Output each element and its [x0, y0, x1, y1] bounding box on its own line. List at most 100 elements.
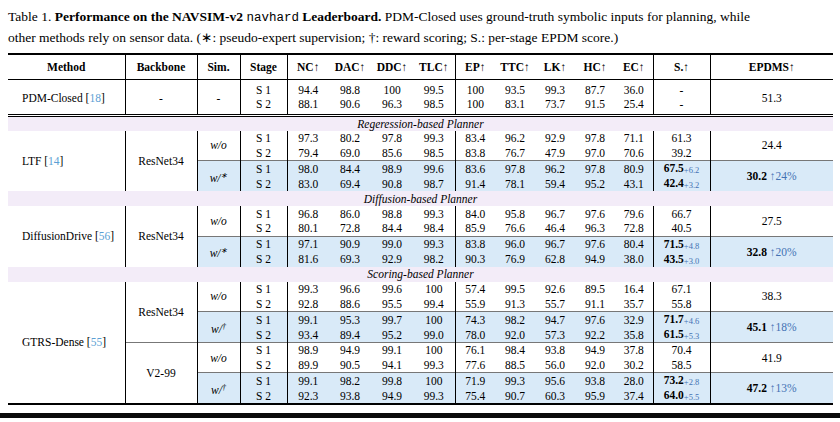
section-banner: Scoring-based Planner [8, 267, 833, 282]
s-score-cell: 64.0+5.5 [653, 388, 710, 404]
metric-value: 57.4 [455, 282, 495, 297]
sim-label: w/o [210, 139, 227, 151]
s-score-cell: 70.4 [653, 343, 710, 358]
metric-value: 99.3 [413, 206, 455, 221]
stage-cell: S 1 [240, 206, 287, 221]
metric-value: 84.4 [371, 221, 413, 236]
citation-link[interactable]: 56 [99, 230, 111, 242]
method-name: LTF [ [22, 155, 48, 167]
epdms-gain: ↑20% [770, 246, 797, 258]
caption-body-line1: PDM-Closed uses ground-truth symbolic in… [385, 9, 750, 24]
metric-value: 43.1 [615, 176, 653, 191]
col-header-s: S.↑ [653, 54, 710, 79]
col-header-hc: HC↑ [575, 54, 615, 79]
citation-link[interactable]: 14 [48, 155, 60, 167]
s-score-cell: 66.7 [653, 206, 710, 221]
metric-value: 59.4 [535, 176, 575, 191]
metric-value: 79.4 [287, 146, 329, 161]
caption-title-mono: navhard [246, 11, 299, 25]
col-header-nc: NC↑ [287, 54, 329, 79]
metric-value: 77.6 [455, 358, 495, 373]
metric-value: 90.5 [329, 358, 371, 373]
col-header-epdms: EPDMS↑ [710, 54, 833, 79]
table-row: GTRS-Dense [55]ResNet34w/oS 199.396.699.… [8, 282, 833, 297]
sim-superscript: † [222, 383, 226, 392]
s-score-delta: +4.8 [684, 241, 699, 251]
method-cell: LTF [14] [8, 131, 125, 192]
metric-value: 98.9 [287, 343, 329, 358]
metric-value: 62.8 [535, 252, 575, 267]
metric-value: 92.9 [371, 252, 413, 267]
col-header-lk: LK↑ [535, 54, 575, 79]
s-score-cell: 58.5 [653, 358, 710, 373]
citation-link[interactable]: 55 [91, 336, 103, 348]
stage-cell: S 1 [240, 343, 287, 358]
metric-value: 99.0 [371, 236, 413, 252]
metric-value: 85.9 [455, 221, 495, 236]
s-score-cell: - [653, 97, 710, 116]
method-cell: GTRS-Dense [55] [8, 282, 125, 405]
s-score-delta: +4.6 [684, 316, 699, 326]
metric-value: 100 [413, 373, 455, 389]
metric-value: 84.4 [329, 161, 371, 177]
metric-value: 83.6 [455, 161, 495, 177]
sim-label: w/ [210, 247, 221, 259]
s-score-cell: 61.5+5.3 [653, 327, 710, 343]
sim-superscript: † [222, 322, 226, 331]
s-score-cell: 71.7+4.6 [653, 312, 710, 328]
s-score-cell: 43.5+3.0 [653, 252, 710, 267]
s-score-delta: +5.3 [684, 331, 699, 341]
s-score-value: 61.5 [664, 328, 684, 340]
table-row: DiffusionDrive [56]ResNet34w/oS 196.886.… [8, 206, 833, 221]
metric-value: 93.4 [287, 327, 329, 343]
metric-value: 97.8 [575, 161, 615, 177]
metric-value: 88.6 [329, 297, 371, 312]
metric-value: 94.4 [287, 79, 329, 97]
caption-title-suffix: Leaderboard. [302, 9, 381, 24]
metric-value: 76.1 [455, 343, 495, 358]
metric-value: 99.7 [371, 312, 413, 328]
metric-value: 35.7 [615, 297, 653, 312]
metric-value: 98.5 [413, 97, 455, 116]
metric-value: 98.4 [413, 221, 455, 236]
metric-value: 100 [413, 343, 455, 358]
metric-value: 75.4 [455, 388, 495, 404]
epdms-gain: ↑18% [770, 321, 797, 333]
table-row: LTF [14]ResNet34w/oS 197.380.297.899.383… [8, 131, 833, 146]
metric-value: 94.9 [371, 388, 413, 404]
sim-label: w/o [210, 290, 227, 302]
s-score-value: 43.5 [664, 253, 684, 265]
metric-value: 97.8 [371, 131, 413, 146]
s-score-cell: 40.5 [653, 221, 710, 236]
col-header-tlc: TLC↑ [413, 54, 455, 79]
metric-value: 98.2 [413, 252, 455, 267]
metric-value: 94.9 [329, 343, 371, 358]
metric-value: 98.0 [287, 161, 329, 177]
method-cell: PDM-Closed [18] [8, 79, 125, 115]
backbone-cell: V2-99 [125, 343, 197, 405]
metric-value: 80.2 [329, 131, 371, 146]
s-score-value: 67.5 [664, 162, 684, 174]
stage-cell: S 2 [240, 252, 287, 267]
epdms-cell: 47.2 ↑13% [710, 373, 833, 405]
sim-label: - [217, 92, 221, 104]
metric-value: 98.9 [371, 161, 413, 177]
metric-value: 100 [413, 312, 455, 328]
s-score-delta: +3.2 [684, 180, 699, 190]
s-score-cell: 55.8 [653, 297, 710, 312]
metric-value: 30.2 [615, 358, 653, 373]
citation-link[interactable]: 18 [89, 92, 101, 104]
metric-value: 92.6 [535, 282, 575, 297]
metric-value: 90.9 [329, 236, 371, 252]
metric-value: 76.7 [495, 146, 535, 161]
metric-value: 99.3 [287, 282, 329, 297]
metric-value: 93.8 [535, 343, 575, 358]
stage-cell: S 2 [240, 221, 287, 236]
table-caption: Table 1. Performance on the NAVSIM-v2 na… [0, 0, 834, 53]
metric-value: 80.1 [287, 221, 329, 236]
metric-value: 99.3 [495, 373, 535, 389]
metric-value: 97.0 [575, 146, 615, 161]
sim-cell: w/∗ [197, 161, 240, 192]
backbone-cell: ResNet34 [125, 206, 197, 267]
metric-value: 95.5 [371, 297, 413, 312]
